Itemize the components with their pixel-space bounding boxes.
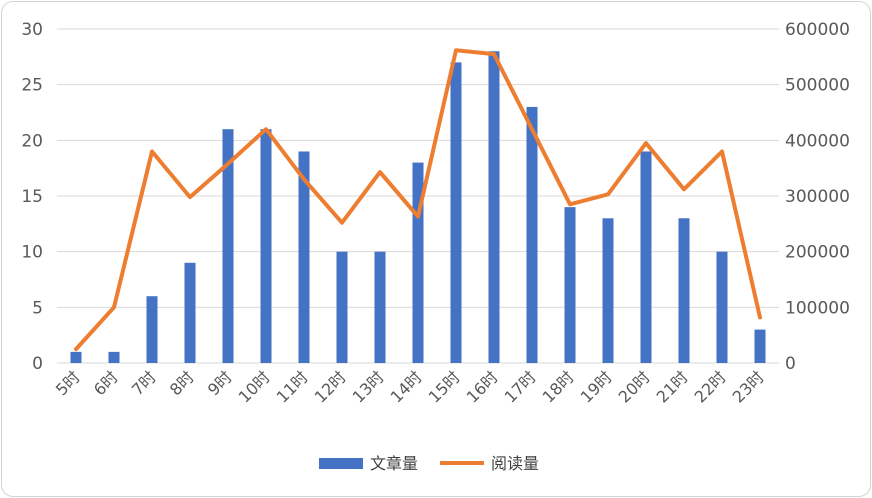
left-axis-tick-label: 20 — [21, 131, 43, 151]
x-axis-tick-label: 22时 — [691, 367, 730, 406]
bar-9时 — [222, 129, 234, 363]
bar-7时 — [146, 296, 158, 363]
bar-22时 — [716, 251, 728, 363]
bar-13时 — [374, 251, 386, 363]
right-axis-tick-label: 200000 — [785, 243, 850, 263]
x-axis-tick-label: 5时 — [52, 367, 84, 399]
bar-16时 — [488, 51, 500, 364]
right-axis-tick-label: 400000 — [785, 131, 850, 151]
x-axis-tick-label: 21时 — [653, 367, 692, 406]
x-axis-tick-label: 13时 — [349, 367, 388, 406]
left-axis-tick-label: 30 — [21, 20, 43, 40]
bar-5时 — [70, 351, 82, 363]
x-axis-tick-label: 18时 — [539, 367, 578, 406]
bar-20时 — [640, 151, 652, 363]
x-axis-tick-label: 10时 — [235, 367, 274, 406]
bar-10时 — [260, 129, 272, 363]
x-axis-tick-label: 8时 — [166, 367, 198, 399]
x-axis-tick-label: 16时 — [463, 367, 502, 406]
x-axis-tick-label: 7时 — [128, 367, 160, 399]
right-axis-tick-label: 500000 — [785, 76, 850, 96]
bar-15时 — [450, 62, 462, 364]
bar-23时 — [754, 329, 766, 363]
bar-series-articles — [70, 51, 766, 364]
left-axis-tick-label: 5 — [32, 298, 43, 318]
right-axis-ticks: 0 100000 200000 300000 400000 500000 600000 — [785, 20, 850, 374]
left-axis-tick-label: 15 — [21, 187, 43, 207]
x-axis-tick-label: 19时 — [577, 367, 616, 406]
x-axis-tick-label: 6时 — [90, 367, 122, 399]
bar-19时 — [602, 218, 614, 363]
right-axis-tick-label: 300000 — [785, 187, 850, 207]
line-series-reads — [74, 48, 762, 352]
legend-label-articles: 文章量 — [370, 454, 418, 473]
x-axis-tick-label: 9时 — [204, 367, 236, 399]
right-axis-tick-label: 0 — [785, 354, 796, 374]
bar-14时 — [412, 162, 424, 363]
bar-12时 — [336, 251, 348, 363]
left-axis-tick-label: 10 — [21, 243, 43, 263]
bar-18时 — [564, 207, 576, 363]
legend: 文章量 阅读量 — [319, 454, 539, 473]
x-axis-tick-label: 23时 — [729, 367, 768, 406]
bar-6时 — [108, 351, 120, 363]
bar-11时 — [298, 151, 310, 363]
legend-label-reads: 阅读量 — [491, 454, 539, 473]
x-axis-tick-label: 14时 — [387, 367, 426, 406]
right-axis-tick-label: 100000 — [785, 298, 850, 318]
left-axis-tick-label: 25 — [21, 76, 43, 96]
right-axis-tick-label: 600000 — [785, 20, 850, 40]
legend-swatch-articles — [319, 458, 363, 469]
left-axis-ticks: 0 5 10 15 20 25 30 — [21, 20, 43, 374]
left-axis-tick-label: 0 — [32, 354, 43, 374]
x-axis-ticks: 5时 6时 7时 8时 9时10时11时12时13时14时15时16时17时18时19时… — [52, 367, 768, 406]
bar-21时 — [678, 218, 690, 363]
bar-8时 — [184, 262, 196, 363]
bar-17时 — [526, 106, 538, 363]
x-axis-tick-label: 15时 — [425, 367, 464, 406]
x-axis-tick-label: 12时 — [311, 367, 350, 406]
x-axis-tick-label: 20时 — [615, 367, 654, 406]
x-axis-tick-label: 17时 — [501, 367, 540, 406]
x-axis-tick-label: 11时 — [273, 367, 312, 406]
